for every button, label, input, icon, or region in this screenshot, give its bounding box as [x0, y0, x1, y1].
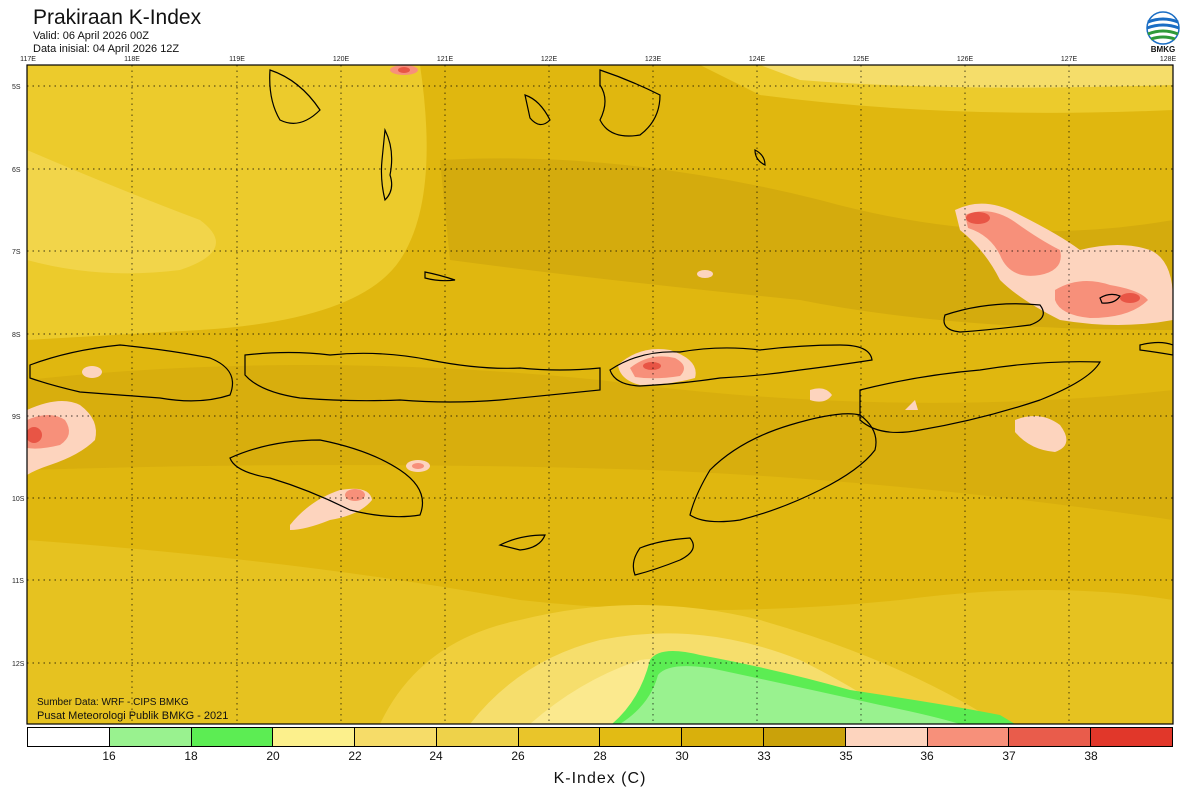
lon-tick-label: 126E — [957, 56, 974, 63]
lon-tick-label: 125E — [853, 56, 870, 63]
colorbar-label: 24 — [429, 749, 443, 763]
colorbar-label: 18 — [184, 749, 198, 763]
lon-tick-label: 120E — [333, 56, 350, 63]
land-outlines — [29, 69, 1173, 576]
colorbar-label: 36 — [920, 749, 934, 763]
colorbar-label: 35 — [839, 749, 853, 763]
lat-tick-label: 11S — [12, 578, 24, 585]
colorbar-cell — [1009, 728, 1092, 746]
lon-tick-label: 123E — [645, 56, 662, 63]
lat-tick-label: 10S — [12, 496, 25, 503]
lon-tick-label: 118E — [124, 56, 140, 63]
colorbar-label: 28 — [593, 749, 607, 763]
colorbar-cell — [518, 728, 601, 746]
colorbar-cell — [109, 728, 192, 746]
colorbar-cell — [355, 728, 437, 746]
lon-tick-label: 124E — [749, 56, 766, 63]
initial-data-time: Data inisial: 04 April 2026 12Z — [33, 43, 180, 55]
colorbar-label: 38 — [1084, 749, 1098, 763]
colorbar-label: 30 — [675, 749, 689, 763]
colorbar-cell — [273, 728, 356, 746]
colorbar-cell — [436, 728, 519, 746]
lon-tick-label: 117E — [20, 56, 36, 63]
colorbar-label: 37 — [1002, 749, 1016, 763]
lon-tick-label: 127E — [1061, 56, 1078, 63]
colorbar-cell — [600, 728, 683, 746]
lat-tick-label: 6S — [12, 167, 21, 174]
center-credit: Pusat Meteorologi Publik BMKG - 2021 — [37, 710, 229, 722]
colorbar-label: 26 — [511, 749, 525, 763]
colorbar-cell — [1091, 728, 1172, 746]
colorbar-cell — [191, 728, 274, 746]
lat-tick-label: 12S — [12, 661, 25, 668]
colorbar-label: 16 — [102, 749, 116, 763]
colorbar-label: 22 — [348, 749, 362, 763]
k-index-field — [27, 65, 1173, 724]
lat-tick-label: 5S — [12, 84, 21, 91]
colorbar — [27, 727, 1173, 747]
lon-tick-label: 122E — [541, 56, 558, 63]
map-frame — [26, 64, 1174, 725]
colorbar-axis-label: K-Index (C) — [553, 770, 647, 787]
data-source-credit: Sumber Data: WRF - CIPS BMKG — [37, 697, 189, 708]
logo-text: BMKG — [1150, 45, 1176, 54]
lon-tick-label: 121E — [437, 56, 454, 63]
map-title: Prakiraan K-Index — [33, 6, 202, 29]
colorbar-cell — [845, 728, 928, 746]
lon-tick-label: 119E — [229, 56, 245, 63]
bmkg-logo-icon — [1143, 10, 1183, 58]
colorbar-cell — [682, 728, 765, 746]
colorbar-label: 33 — [757, 749, 771, 763]
lon-tick-label: 128E — [1160, 56, 1177, 63]
graticule-grid — [27, 65, 1173, 724]
colorbar-cell — [764, 728, 846, 746]
lat-tick-label: 9S — [12, 414, 21, 421]
colorbar-label: 20 — [266, 749, 280, 763]
valid-time: Valid: 06 April 2026 00Z — [33, 30, 149, 42]
colorbar-cell — [28, 728, 110, 746]
lat-tick-label: 8S — [12, 332, 21, 339]
lat-tick-label: 7S — [12, 249, 21, 256]
colorbar-cell — [927, 728, 1010, 746]
